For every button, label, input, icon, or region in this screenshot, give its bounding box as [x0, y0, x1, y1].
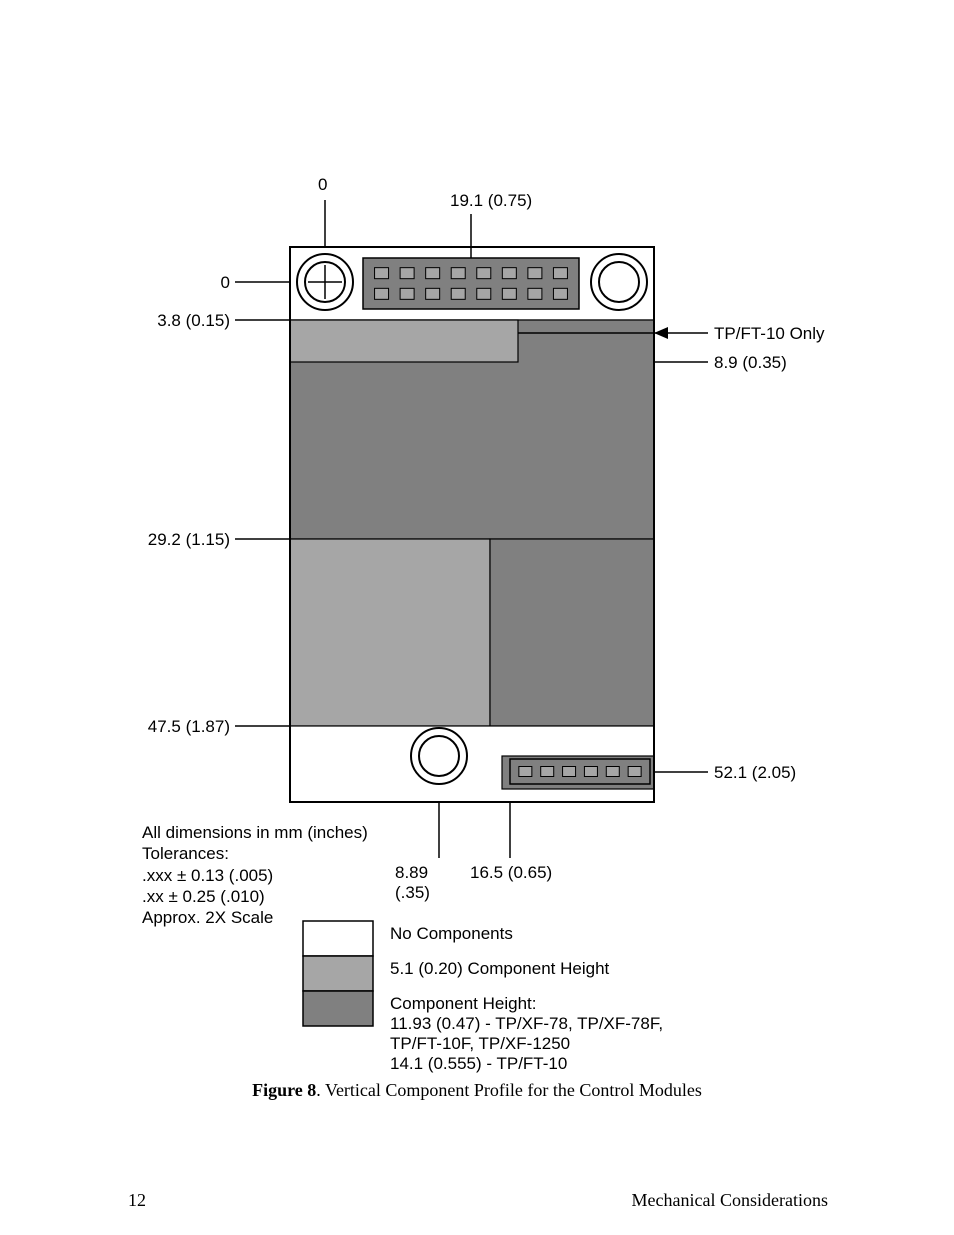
svg-text:Component Height:: Component Height: — [390, 994, 536, 1013]
svg-text:TP/FT-10F, TP/XF-1250: TP/FT-10F, TP/XF-1250 — [390, 1034, 570, 1053]
figure-text: . Vertical Component Profile for the Con… — [316, 1080, 702, 1100]
svg-text:8.9 (0.35): 8.9 (0.35) — [714, 353, 787, 372]
svg-text:29.2 (1.15): 29.2 (1.15) — [148, 530, 230, 549]
svg-text:TP/FT-10 Only: TP/FT-10 Only — [714, 324, 825, 343]
tol-line: All dimensions in mm (inches) — [142, 822, 402, 843]
section-title: Mechanical Considerations — [528, 1190, 828, 1211]
svg-text:16.5 (0.65): 16.5 (0.65) — [470, 863, 552, 882]
svg-text:11.93 (0.47) - TP/XF-78, TP/XF: 11.93 (0.47) - TP/XF-78, TP/XF-78F, — [390, 1014, 663, 1033]
svg-text:3.8 (0.15): 3.8 (0.15) — [157, 311, 230, 330]
tolerance-notes: All dimensions in mm (inches) Tolerances… — [142, 822, 402, 928]
svg-text:No Components: No Components — [390, 924, 513, 943]
svg-text:0: 0 — [318, 175, 327, 194]
component-profile-diagram: 0 19.1 (0.75) 0 3.8 (0.15) 29.2 (1.15) 47.5 (… — [0, 0, 954, 1100]
tol-line: .xx ± 0.25 (.010) — [142, 886, 402, 907]
svg-text:47.5 (1.87): 47.5 (1.87) — [148, 717, 230, 736]
svg-text:52.1 (2.05): 52.1 (2.05) — [714, 763, 796, 782]
tol-line: Tolerances: — [142, 843, 402, 864]
svg-text:14.1 (0.555) - TP/FT-10: 14.1 (0.555) - TP/FT-10 — [390, 1054, 567, 1073]
page: 0 19.1 (0.75) 0 3.8 (0.15) 29.2 (1.15) 47.5 (… — [0, 0, 954, 1235]
svg-text:5.1 (0.20) Component Height: 5.1 (0.20) Component Height — [390, 959, 610, 978]
page-number: 12 — [128, 1190, 146, 1211]
tol-line: Approx. 2X Scale — [142, 907, 402, 928]
tol-line: .xxx ± 0.13 (.005) — [142, 865, 402, 886]
svg-text:0: 0 — [221, 273, 230, 292]
svg-text:19.1 (0.75): 19.1 (0.75) — [450, 191, 532, 210]
figure-number: Figure 8 — [252, 1080, 316, 1100]
figure-caption: Figure 8. Vertical Component Profile for… — [0, 1080, 954, 1101]
